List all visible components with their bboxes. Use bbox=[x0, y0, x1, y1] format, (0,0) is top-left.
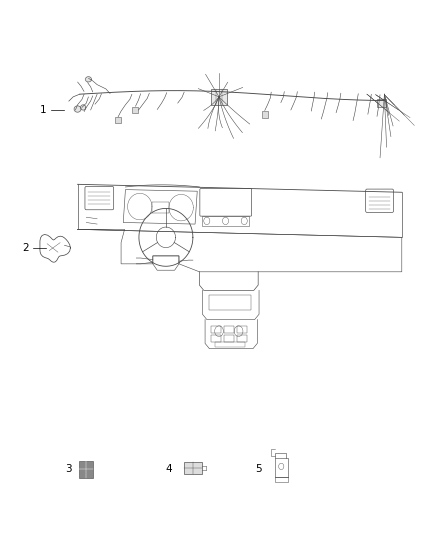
Bar bbox=[377, 99, 386, 108]
Bar bbox=[152, 202, 170, 214]
Polygon shape bbox=[81, 105, 86, 110]
Text: 1: 1 bbox=[39, 105, 46, 115]
Bar bbox=[211, 335, 221, 342]
Text: 4: 4 bbox=[166, 464, 172, 474]
Bar bbox=[237, 326, 247, 333]
Bar bbox=[211, 89, 227, 105]
Bar bbox=[224, 326, 234, 333]
Bar bbox=[184, 462, 201, 474]
Bar bbox=[215, 342, 245, 347]
Text: 2: 2 bbox=[22, 243, 28, 253]
Bar bbox=[115, 117, 121, 123]
Bar bbox=[202, 216, 249, 225]
Text: 3: 3 bbox=[66, 464, 72, 474]
Polygon shape bbox=[74, 106, 81, 112]
Bar bbox=[211, 326, 221, 333]
Bar bbox=[275, 458, 288, 477]
Bar bbox=[224, 335, 234, 342]
Bar bbox=[261, 111, 268, 117]
Bar bbox=[237, 335, 247, 342]
Bar bbox=[209, 295, 251, 310]
Bar bbox=[79, 461, 93, 478]
Bar bbox=[132, 107, 138, 114]
Text: 5: 5 bbox=[255, 464, 261, 474]
Polygon shape bbox=[85, 77, 92, 82]
